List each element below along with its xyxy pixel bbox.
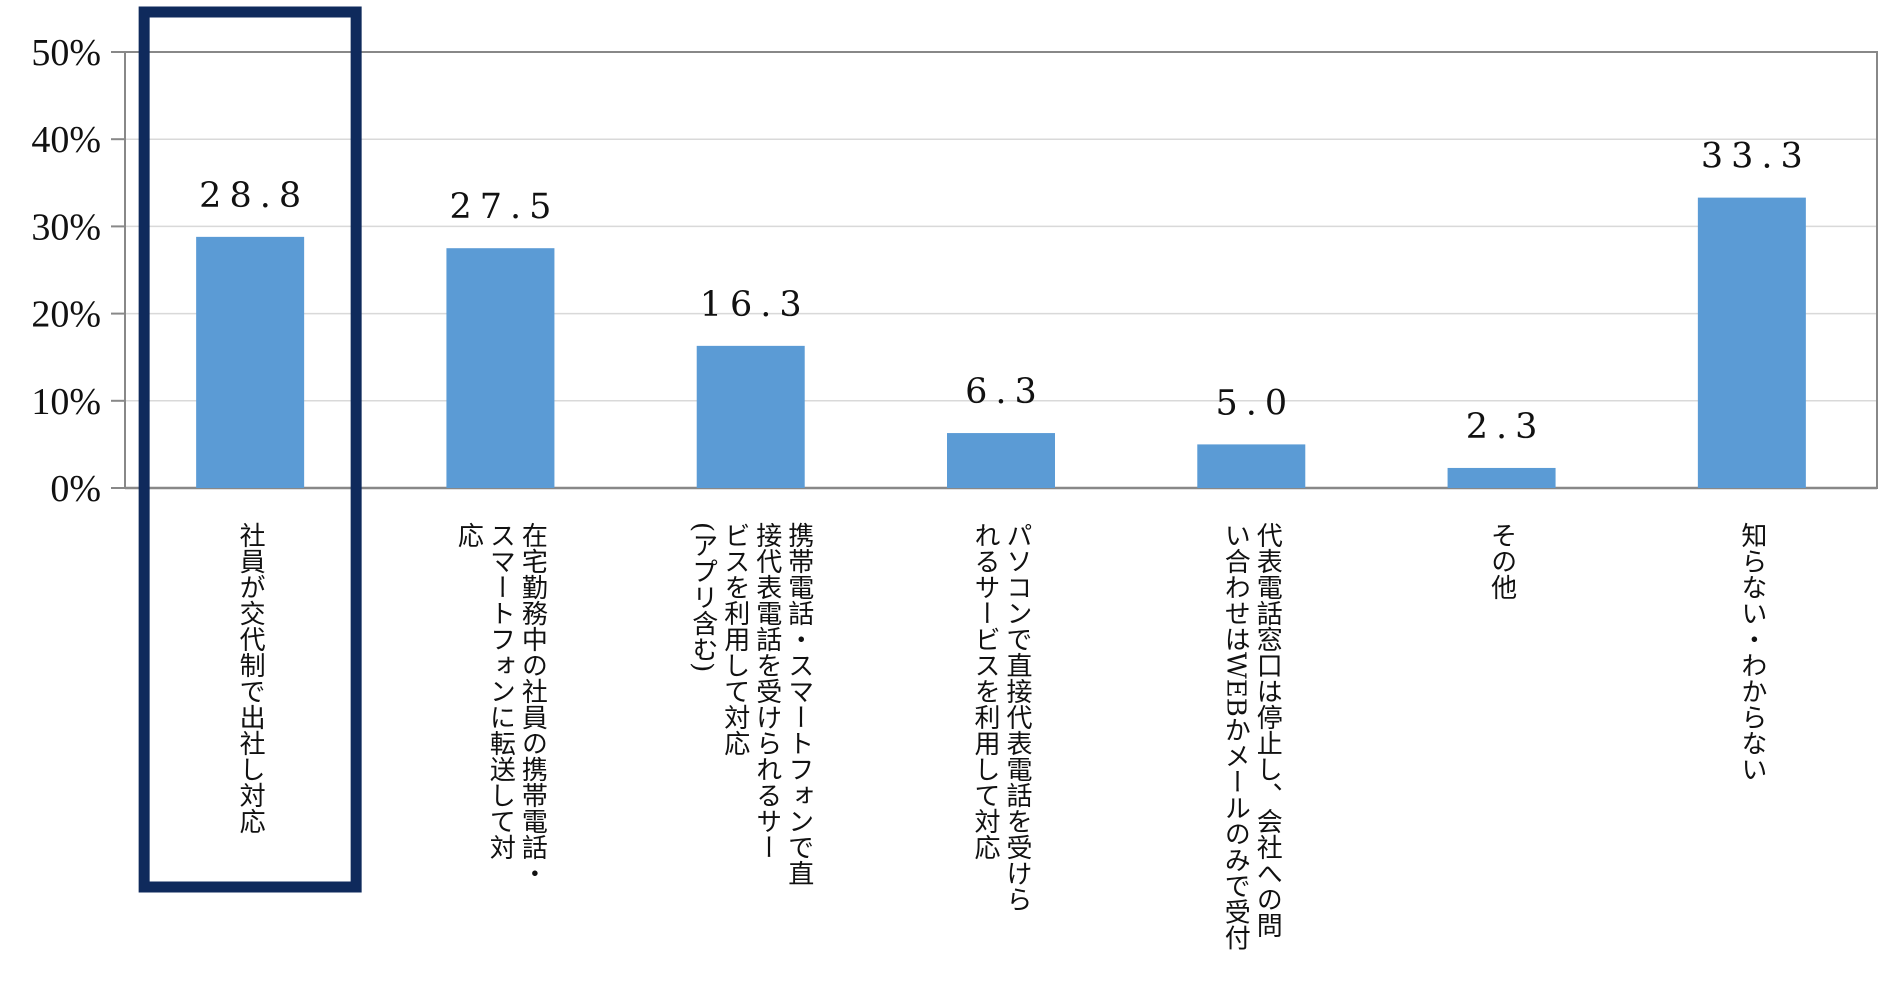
y-tick-label: 0% (50, 468, 101, 510)
category-label-line: 接代表電話を受けられるサー (752, 522, 782, 860)
bar (446, 248, 555, 488)
category-label-line: スマートフォンに転送して対 (485, 522, 515, 860)
category-label-line: パソコンで直接代表電話を受けら (1002, 522, 1032, 912)
category-label: その他 (1487, 522, 1517, 600)
data-label-layer: 28.8 27.5 16.3 6.3 5.0 2.3 33.3 (199, 137, 1811, 447)
y-tick-label: 40% (31, 119, 101, 161)
bar (196, 236, 305, 488)
data-label: 2.3 (1466, 407, 1546, 447)
category-label-line: ビスを利用して対応 (720, 522, 750, 756)
category-label-line: れるサービスを利用して対応 (970, 522, 1000, 860)
data-label: 5.0 (1215, 383, 1295, 423)
category-label: 知らない・わからない (1737, 522, 1767, 782)
category-label-line: 在宅勤務中の社員の携帯電話・ (517, 522, 547, 886)
plot-area-border (124, 51, 1878, 489)
bar (947, 433, 1055, 488)
category-label-line: 社員が交代制で出社し対応 (235, 522, 265, 834)
category-label-line: 携帯電話・スマートフォンで直 (784, 522, 814, 886)
data-label: 28.8 (199, 176, 309, 216)
y-tick-label: 20% (31, 294, 101, 336)
grid-layer (125, 51, 1877, 489)
plot-frame (124, 51, 1878, 490)
category-label-line: (アプリ含む) (688, 522, 718, 672)
category-label: 携帯電話・スマートフォンで直接代表電話を受けられるサービスを利用して対応(アプリ… (688, 522, 814, 886)
y-tick-label: 30% (31, 206, 101, 248)
y-tick-label: 50% (31, 32, 101, 74)
category-label: 社員が交代制で出社し対応 (235, 522, 265, 834)
highlight-box (138, 6, 362, 893)
category-label-line: 知らない・わからない (1737, 522, 1767, 782)
data-label: 27.5 (449, 187, 559, 227)
category-label-line: い合わせはWEBかメールのみで受付 (1220, 522, 1250, 951)
highlight-layer (138, 6, 362, 893)
y-axis-ticks: 0% 10% 20% 30% 40% 50% (31, 32, 125, 510)
category-label-line: 代表電話窓口は停止し、会社への問 (1252, 522, 1282, 938)
data-label: 6.3 (965, 372, 1045, 412)
bar (1197, 444, 1306, 488)
bar (696, 345, 805, 488)
bar-layer (196, 197, 1806, 488)
bar (1447, 467, 1556, 488)
data-label: 33.3 (1701, 137, 1811, 177)
bar (1697, 197, 1806, 488)
category-label-line: その他 (1487, 522, 1517, 600)
y-tick-label: 10% (31, 381, 101, 423)
category-label-line: 応 (453, 522, 483, 548)
data-label: 16.3 (700, 285, 810, 325)
category-labels: 社員が交代制で出社し対応 在宅勤務中の社員の携帯電話・スマートフォンに転送して対応… (235, 522, 1767, 951)
